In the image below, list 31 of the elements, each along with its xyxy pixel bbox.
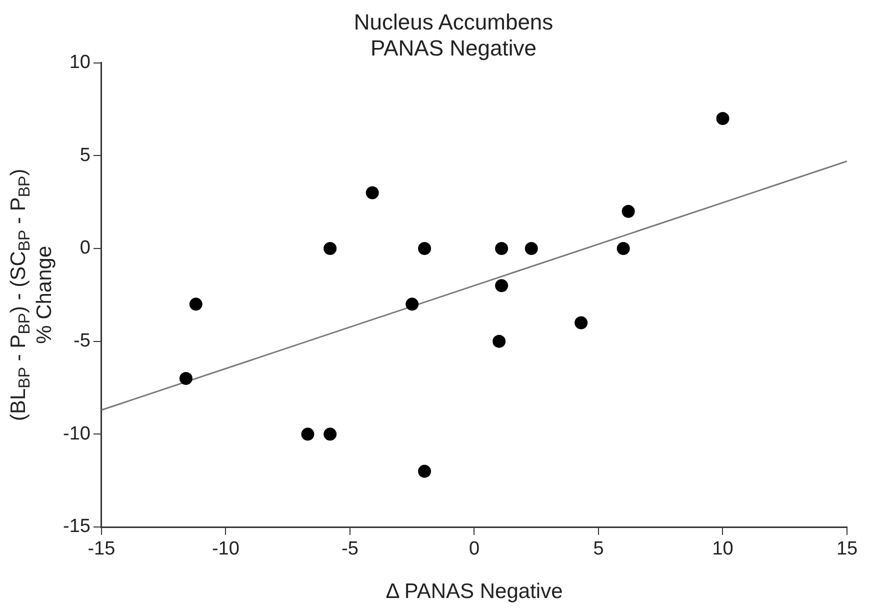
- point: [622, 204, 635, 218]
- x-tick-label: 15: [836, 538, 858, 560]
- x-tick-label: -5: [342, 538, 358, 560]
- point: [324, 428, 337, 441]
- x-tick-label: 5: [593, 538, 604, 560]
- point: [616, 242, 630, 255]
- point: [179, 372, 192, 385]
- point: [574, 316, 588, 330]
- x-tick-label: -10: [212, 538, 240, 560]
- point: [301, 428, 314, 441]
- point: [366, 186, 379, 200]
- point: [495, 279, 508, 292]
- point: [406, 298, 419, 311]
- y-tick-label: -10: [62, 423, 90, 444]
- point: [418, 242, 432, 255]
- point: [716, 112, 730, 126]
- x-tick-label: 0: [468, 538, 480, 560]
- point: [524, 242, 538, 255]
- x-axis-title: Δ PANAS Negative: [386, 580, 563, 604]
- point: [324, 242, 337, 255]
- y-tick-label: -15: [62, 516, 90, 538]
- y-tick-label: -5: [74, 330, 90, 352]
- y-tick-label: 0: [80, 238, 90, 259]
- point: [418, 464, 432, 478]
- y-tick-label: 5: [80, 144, 90, 166]
- y-tick-label: 10: [69, 52, 90, 74]
- point: [495, 242, 508, 255]
- point: [492, 334, 506, 348]
- x-tick-label: 10: [712, 538, 734, 560]
- point: [189, 298, 202, 311]
- chart-title: Nucleus Accumbens PANAS Negative: [354, 9, 554, 61]
